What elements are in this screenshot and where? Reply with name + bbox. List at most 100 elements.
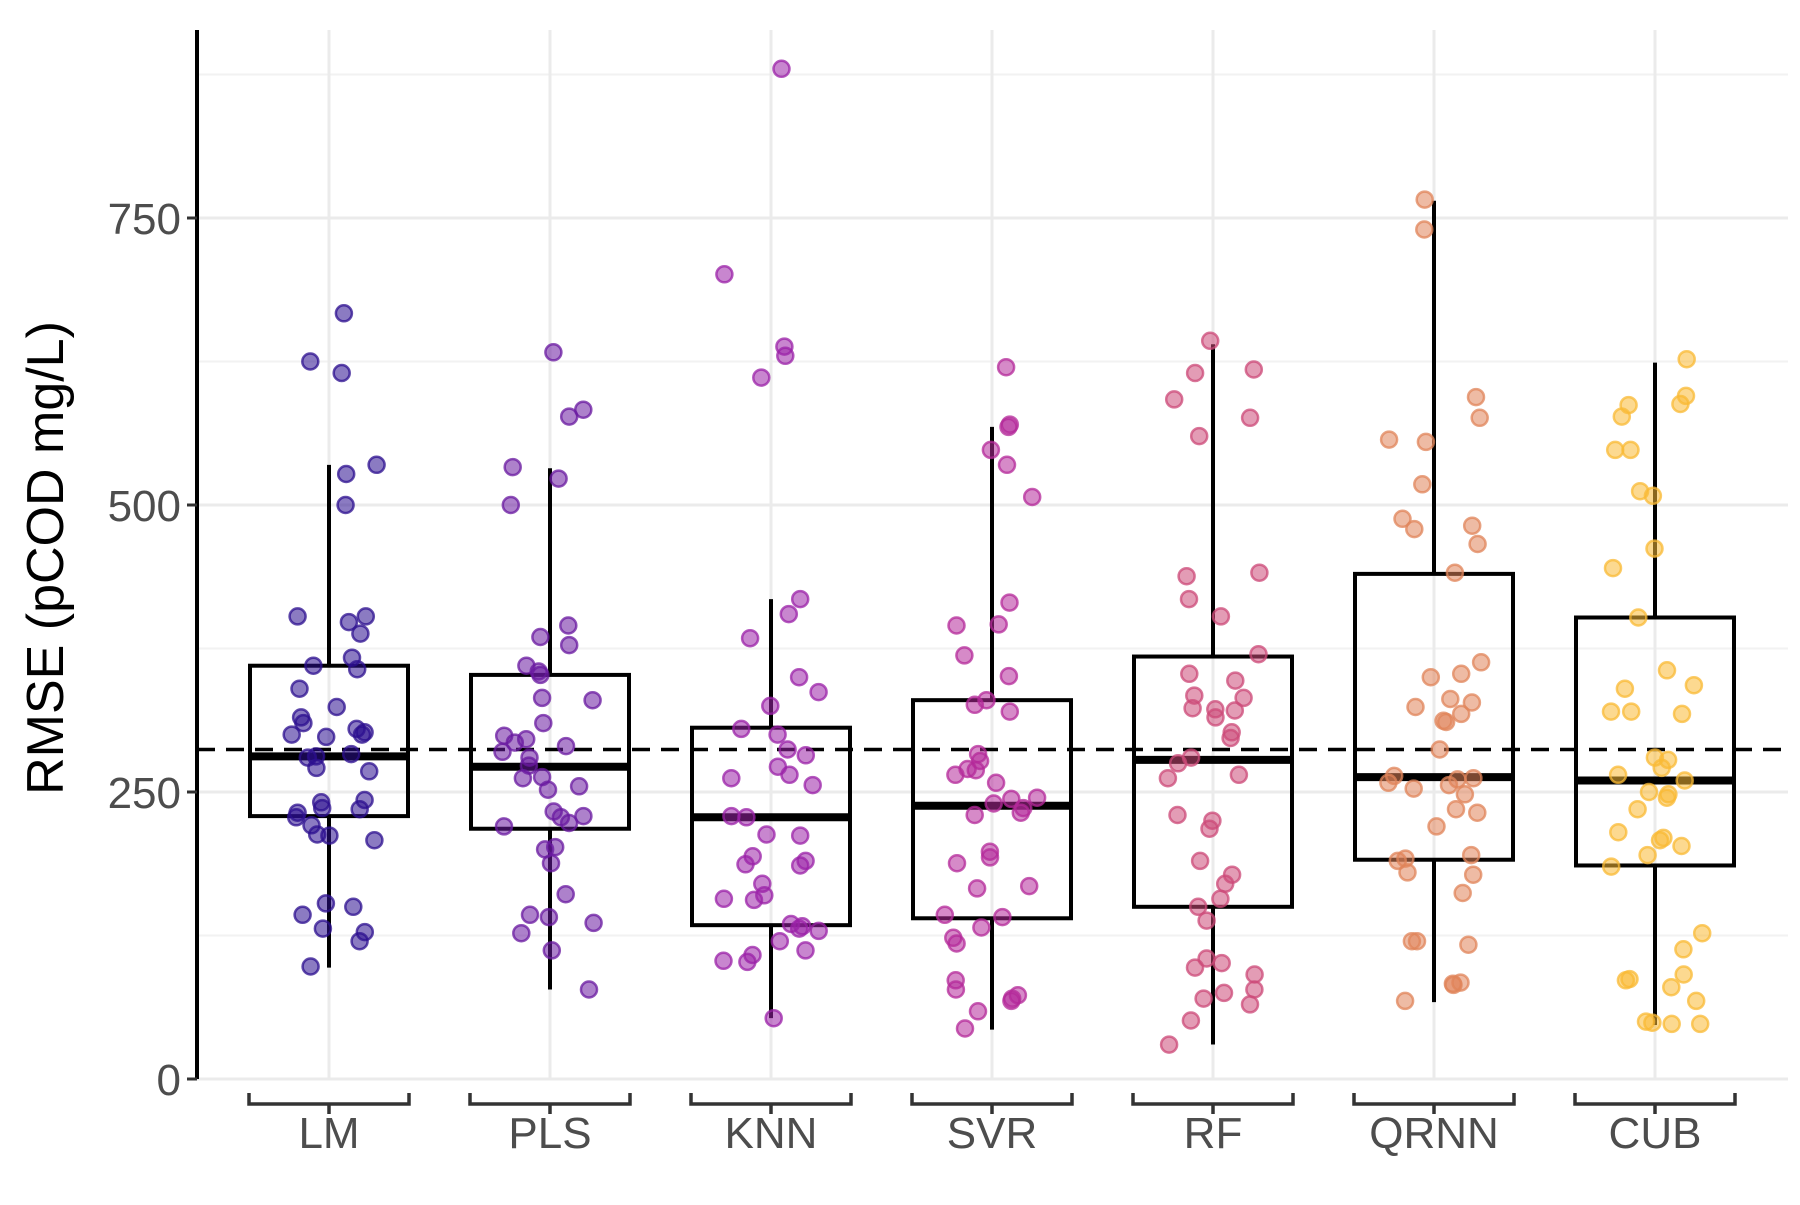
data-point <box>1628 799 1647 819</box>
data-point <box>780 765 799 785</box>
data-point <box>790 856 810 875</box>
x-tick-label: PLS <box>508 1109 591 1158</box>
data-point <box>538 780 558 799</box>
y-axis-title: RMSE (pCOD mg/L) <box>17 321 75 795</box>
data-point <box>1439 775 1459 795</box>
data-point <box>1011 803 1031 822</box>
data-point <box>1662 1014 1681 1034</box>
data-point <box>761 696 780 716</box>
data-point <box>789 919 809 938</box>
data-point <box>1200 819 1219 838</box>
data-point <box>569 777 589 796</box>
data-point <box>1211 889 1230 909</box>
data-point <box>984 794 1003 813</box>
data-point <box>1639 782 1659 802</box>
data-point <box>541 853 561 873</box>
data-point <box>1451 704 1471 724</box>
data-point <box>1183 698 1202 718</box>
data-point <box>1197 911 1216 930</box>
data-point <box>946 765 965 785</box>
data-point <box>1621 702 1641 721</box>
data-point <box>1672 836 1691 856</box>
data-point <box>1250 563 1269 582</box>
data-point <box>334 304 354 323</box>
data-point <box>1650 830 1670 850</box>
data-point <box>494 817 514 836</box>
data-point <box>732 719 751 739</box>
data-point <box>955 646 974 665</box>
data-point <box>778 740 797 759</box>
data-point <box>1164 390 1184 409</box>
data-point <box>534 713 553 733</box>
data-point <box>1245 965 1264 984</box>
data-point <box>1662 977 1681 997</box>
data-point <box>1615 679 1635 698</box>
data-point <box>1395 991 1415 1011</box>
data-point <box>501 495 521 515</box>
data-point <box>350 931 369 951</box>
data-point <box>301 957 320 976</box>
data-point <box>972 918 991 937</box>
data-point <box>1674 940 1693 959</box>
data-point <box>1189 426 1209 446</box>
data-point <box>559 407 579 426</box>
data-point <box>1200 331 1220 351</box>
data-point <box>1621 440 1640 460</box>
data-point <box>1168 754 1188 773</box>
data-point <box>1000 702 1020 721</box>
data-point <box>356 607 376 626</box>
data-point <box>752 368 771 387</box>
data-point <box>1461 845 1481 865</box>
data-point <box>740 628 760 648</box>
data-point <box>1019 876 1039 896</box>
data-point <box>341 744 361 764</box>
data-point <box>1226 671 1245 690</box>
data-point <box>1379 773 1398 793</box>
data-point <box>947 853 967 873</box>
data-point <box>1430 740 1449 759</box>
data-point <box>559 616 578 635</box>
data-point <box>584 913 603 933</box>
data-point <box>779 604 799 624</box>
data-point <box>968 1002 988 1021</box>
data-point <box>1421 667 1441 687</box>
data-point <box>1470 408 1489 428</box>
data-point <box>1214 983 1234 1003</box>
data-point <box>736 855 755 874</box>
data-point <box>980 848 1000 867</box>
points-lm <box>282 304 386 976</box>
data-point <box>1000 593 1019 612</box>
data-point <box>1445 563 1465 582</box>
data-point <box>559 635 579 655</box>
data-point <box>1464 768 1483 788</box>
data-point <box>1194 989 1213 1008</box>
data-point <box>1672 704 1692 724</box>
x-axis-bracket <box>1573 1093 1737 1106</box>
data-point <box>1468 534 1487 554</box>
data-point <box>1185 958 1205 977</box>
data-point <box>1675 771 1694 790</box>
iqr-box <box>690 725 852 928</box>
data-point <box>1643 1013 1662 1032</box>
data-point <box>493 742 512 762</box>
data-point <box>1463 865 1483 884</box>
data-point <box>737 808 756 827</box>
data-point <box>301 352 320 371</box>
points-svr <box>935 357 1047 1038</box>
data-point <box>316 727 336 747</box>
data-point <box>1027 788 1047 807</box>
points-cub <box>1601 349 1712 1034</box>
x-tick-label: RF <box>1184 1109 1243 1158</box>
x-tick-label: CUB <box>1609 1109 1702 1158</box>
data-point <box>966 760 986 780</box>
data-point <box>947 616 966 635</box>
data-point <box>532 688 552 708</box>
data-point <box>809 682 828 702</box>
data-point <box>1415 220 1434 239</box>
data-point <box>764 1008 783 1028</box>
data-point <box>1415 190 1434 209</box>
data-point <box>1393 509 1412 529</box>
data-point <box>1652 758 1671 778</box>
data-point <box>307 758 326 778</box>
iqr-box <box>1353 571 1515 862</box>
